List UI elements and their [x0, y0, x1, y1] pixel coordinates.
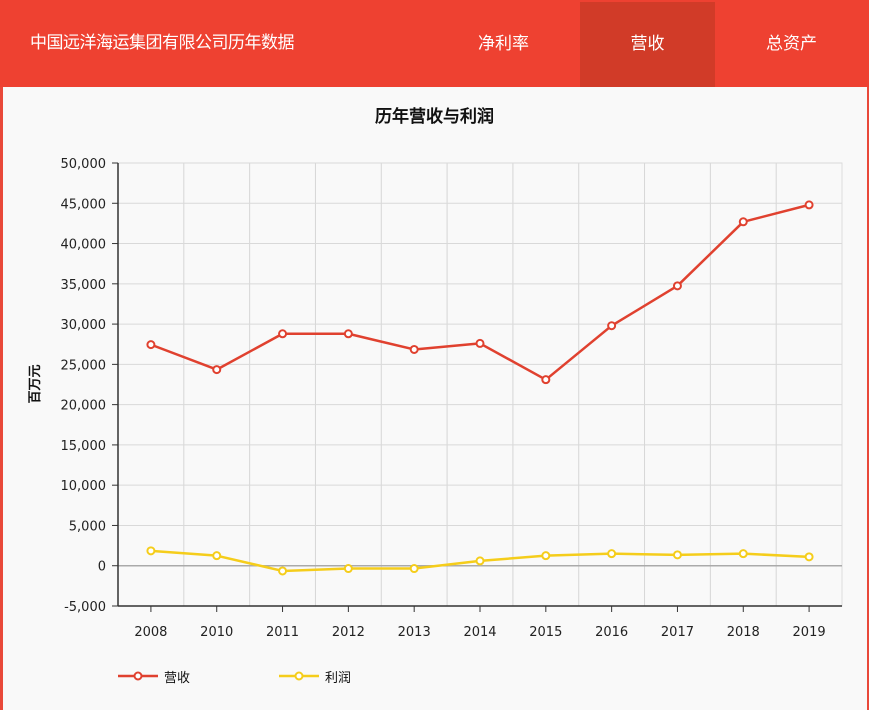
data-point — [804, 552, 814, 562]
y-tick-label: 35,000 — [61, 278, 107, 293]
y-tick-label: 5,000 — [69, 519, 106, 534]
data-point — [212, 551, 222, 561]
x-tick-label: 2018 — [727, 625, 760, 640]
y-tick-label: 15,000 — [61, 439, 107, 454]
data-point — [278, 329, 288, 339]
x-tick-label: 2010 — [200, 625, 233, 640]
tab-total-assets[interactable]: 总资产 — [766, 34, 817, 54]
x-tick-label: 2019 — [793, 625, 826, 640]
y-tick-label: 20,000 — [61, 399, 107, 414]
y-tick-label: 40,000 — [61, 238, 107, 253]
data-point — [738, 217, 748, 227]
page-title: 中国远洋海运集团有限公司历年数据 — [30, 33, 295, 53]
plot-area — [117, 162, 843, 607]
data-point — [146, 546, 156, 556]
data-point — [475, 338, 485, 348]
y-tick-label: 50,000 — [61, 157, 107, 172]
y-tick-label: 0 — [98, 560, 106, 575]
data-point — [541, 551, 551, 561]
data-point — [738, 549, 748, 559]
data-point — [672, 550, 682, 560]
y-axis-label: 百万元 — [28, 364, 43, 403]
legend-profit-line-icon — [279, 671, 319, 681]
x-tick-label: 2015 — [529, 625, 562, 640]
x-tick-label: 2014 — [463, 625, 496, 640]
y-tick-label: 30,000 — [61, 318, 107, 333]
data-point — [607, 321, 617, 331]
top-nav-bar: 中国远洋海运集团有限公司历年数据 净利率 营收 总资产 — [0, 0, 869, 87]
x-tick-label: 2008 — [134, 625, 167, 640]
data-point — [409, 564, 419, 574]
legend-revenue-line-icon — [118, 671, 158, 681]
x-tick-label: 2011 — [266, 625, 299, 640]
data-point — [541, 375, 551, 385]
data-point — [343, 564, 353, 574]
x-tick-label: 2012 — [332, 625, 365, 640]
data-point — [607, 549, 617, 559]
tab-revenue[interactable]: 营收 — [580, 2, 715, 87]
y-tick-label: -5,000 — [64, 600, 106, 615]
x-tick-label: 2016 — [595, 625, 628, 640]
x-tick-label: 2013 — [398, 625, 431, 640]
data-point — [343, 329, 353, 339]
data-point — [804, 200, 814, 210]
legend-item-revenue[interactable]: 营收 — [118, 666, 190, 686]
data-point — [278, 566, 288, 576]
tab-net-margin[interactable]: 净利率 — [478, 34, 529, 54]
data-point — [409, 344, 419, 354]
data-point — [672, 281, 682, 291]
data-point — [146, 340, 156, 350]
x-tick-label: 2017 — [661, 625, 694, 640]
y-tick-label: 10,000 — [61, 479, 107, 494]
legend-label: 利润 — [325, 670, 352, 686]
legend-label: 营收 — [164, 670, 191, 686]
y-tick-label: 45,000 — [61, 197, 107, 212]
y-tick-label: 25,000 — [61, 358, 107, 373]
data-point — [212, 365, 222, 375]
chart-title: 历年营收与利润 — [375, 107, 494, 127]
legend-item-profit[interactable]: 利润 — [279, 666, 351, 686]
data-point — [475, 556, 485, 566]
